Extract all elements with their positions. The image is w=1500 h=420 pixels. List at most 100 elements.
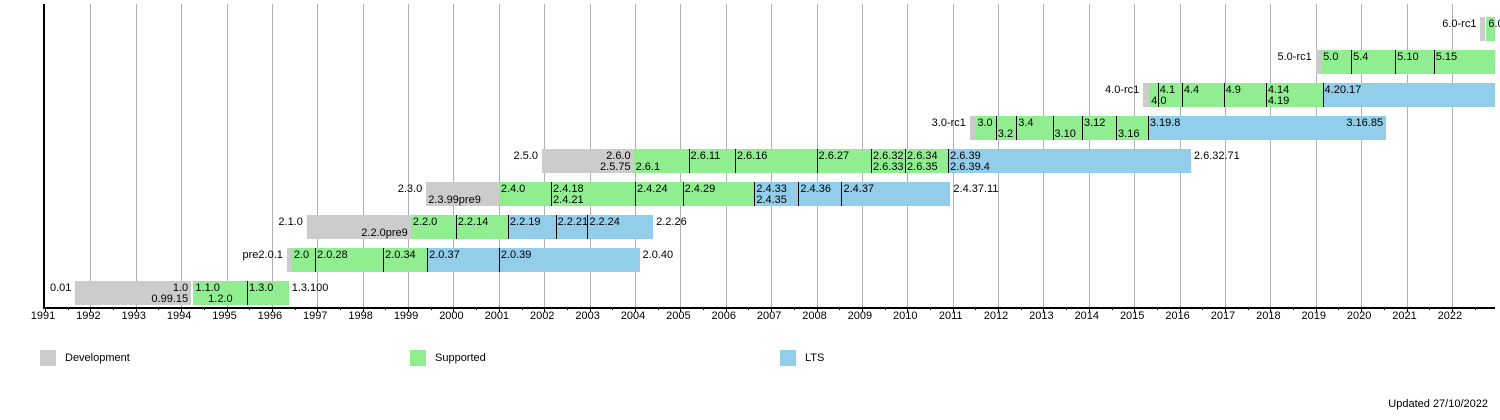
timeline-segment-3.0-rc1[interactable] [969, 116, 976, 140]
x-axis-label-2004: 2004 [620, 310, 646, 322]
segment-label-2.2.0pre9: 2.2.0pre9 [361, 227, 408, 239]
segment-label-2.2.21: 2.2.21 [557, 216, 589, 228]
timeline-segment-4.20.17[interactable] [1322, 83, 1495, 107]
segment-label-3.10: 3.10 [1054, 128, 1076, 140]
x-axis-label-1994: 1994 [166, 310, 192, 322]
segment-label-1.0: 1.0 [172, 282, 189, 294]
x-minor-tick [975, 307, 977, 310]
x-tick-1997 [317, 307, 319, 312]
legend-label: LTS [805, 352, 825, 364]
timeline-segment-5.0-rc1[interactable] [1315, 50, 1322, 74]
x-axis-label-2000: 2000 [439, 310, 464, 322]
x-minor-tick [1066, 307, 1068, 310]
timeline-segment-1.3.0[interactable] [246, 281, 289, 305]
segment-label-3.16: 3.16 [1118, 128, 1140, 140]
timeline-row-2.2: 2.1.0 2.2.0pre9 2.2.0 2.2.14 2.2.19 2.2.21 2.2… [45, 215, 1495, 239]
x-minor-tick [339, 307, 341, 310]
timeline-segment-3.19.8[interactable] [1147, 116, 1387, 140]
x-minor-tick [839, 307, 841, 310]
timeline-segment-2.3.0[interactable] [426, 182, 499, 206]
segment-label-2.1.0: 2.1.0 [278, 216, 303, 228]
timeline-row-2.6: 2.5.0 2.5.75 2.6.0 2.6.1 2.6.11 2.6.16 2.6.27 2… [45, 149, 1495, 173]
x-minor-tick [1338, 307, 1340, 310]
segment-label-4.0: 4.0 [1151, 95, 1167, 107]
gridline-2017 [1224, 4, 1226, 307]
timeline-segment-4.14[interactable] [1265, 83, 1323, 107]
legend-label: Development [65, 352, 130, 364]
segment-label-2.6.32: 2.6.32 [872, 150, 904, 162]
x-tick-1995 [226, 307, 228, 312]
x-axis-label-1996: 1996 [257, 310, 283, 322]
timeline-segment-2.5.0[interactable] [541, 149, 634, 173]
segment-label-2.3.0: 2.3.0 [397, 183, 423, 195]
timeline-segment-2.4.37[interactable] [841, 182, 951, 206]
timeline-segment-2.6.39[interactable] [948, 149, 1191, 173]
gridline-2019 [1315, 4, 1317, 307]
x-axis-label-1992: 1992 [76, 310, 101, 322]
segment-label-3.4: 3.4 [1018, 117, 1034, 129]
segment-label-3.0-rc1: 3.0-rc1 [931, 117, 966, 129]
x-axis-label-2016: 2016 [1165, 310, 1190, 322]
timeline-segment-3.16[interactable] [1116, 116, 1148, 140]
timeline-segment-6.0-rc1[interactable] [1480, 17, 1486, 41]
segment-label-2.6.1: 2.6.1 [635, 161, 661, 173]
segment-label-2.4.37.11: 2.4.37.11 [953, 183, 999, 195]
x-tick-2009 [861, 307, 863, 312]
x-minor-tick [703, 307, 705, 310]
segment-label-2.4.21: 2.4.21 [553, 194, 584, 206]
segment-label-0.99.15: 0.99.15 [151, 293, 189, 305]
x-axis-label-2005: 2005 [666, 310, 691, 322]
x-axis-label-2014: 2014 [1074, 310, 1100, 322]
x-tick-2003 [589, 307, 591, 312]
timeline-segment-2.2.24[interactable] [587, 215, 654, 239]
x-tick-2001 [498, 307, 500, 312]
timeline-segment-5.15[interactable] [1433, 50, 1495, 74]
x-minor-tick [657, 307, 659, 310]
x-tick-2005 [680, 307, 682, 312]
segment-label-4.19: 4.19 [1267, 95, 1290, 107]
x-tick-2004 [634, 307, 636, 312]
segment-label-4.14: 4.14 [1267, 84, 1290, 96]
timeline-segment-pre2.0.1[interactable] [286, 248, 292, 272]
segment-label-3.2: 3.2 [997, 128, 1014, 140]
timeline-segment-4.0-rc1[interactable] [1143, 83, 1150, 107]
segment-label-2.6.33: 2.6.33 [872, 161, 904, 173]
segment-label-5.15: 5.15 [1435, 51, 1458, 63]
gridline-1999 [408, 4, 410, 307]
x-axis-label-2006: 2006 [711, 310, 736, 322]
x-axis-label-1997: 1997 [303, 310, 328, 322]
segment-label-3.19.8: 3.19.8 [1149, 117, 1181, 129]
timeline-segment-6.0[interactable] [1486, 17, 1495, 41]
segment-label-2.2.0: 2.2.0 [412, 216, 438, 228]
segment-label-2.0.34: 2.0.34 [385, 249, 416, 261]
segment-label-2.4.36: 2.4.36 [800, 183, 831, 195]
legend-item-lts[interactable]: LTS [780, 348, 824, 368]
gridline-2020 [1361, 4, 1363, 307]
timeline-segment-2.0.39[interactable] [498, 248, 640, 272]
segment-label-0.01: 0.01 [49, 282, 72, 294]
x-axis-label-2002: 2002 [529, 310, 555, 322]
timeline-segment-0.01[interactable] [75, 281, 192, 305]
x-tick-2007 [771, 307, 773, 312]
x-axis-label-1993: 1993 [121, 310, 146, 322]
segment-label-5.0-rc1: 5.0-rc1 [1277, 51, 1312, 63]
x-minor-tick [1474, 307, 1476, 310]
legend-item-supported[interactable]: Supported [410, 348, 486, 368]
segment-label-2.6.32.71: 2.6.32.71 [1193, 150, 1240, 162]
timeline-row-6.x: 6.0-rc1 6.0 [45, 17, 1500, 41]
segment-label-2.6.39: 2.6.39 [950, 150, 981, 162]
gridline-1998 [362, 4, 364, 307]
timeline-row-2.4: 2.3.0 2.3.99pre9 2.4.0 2.4.18 2.4.21 2.4.24 2.… [45, 182, 1495, 206]
legend-item-development[interactable]: Development [40, 348, 130, 368]
segment-label-2.6.16: 2.6.16 [736, 150, 768, 162]
x-axis-label-2012: 2012 [983, 310, 1009, 322]
x-minor-tick [113, 307, 115, 310]
x-minor-tick [748, 307, 750, 310]
gridline-1995 [226, 4, 228, 307]
segment-label-2.6.39.4: 2.6.39.4 [950, 161, 990, 173]
x-tick-2006 [725, 307, 727, 312]
segment-label-2.4.29: 2.4.29 [684, 183, 716, 195]
x-axis-label-2021: 2021 [1392, 310, 1417, 322]
x-tick-2002 [544, 307, 546, 312]
timeline-segment-2.1.0[interactable] [306, 215, 411, 239]
